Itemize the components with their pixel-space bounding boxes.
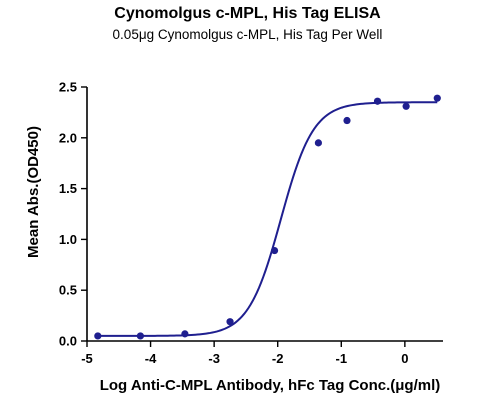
y-tick-label: 1.5 bbox=[59, 181, 77, 196]
data-point bbox=[373, 97, 382, 105]
x-tick-label: -1 bbox=[336, 351, 348, 366]
data-points bbox=[94, 94, 441, 340]
data-point bbox=[314, 139, 322, 147]
data-point bbox=[94, 332, 102, 340]
data-point bbox=[181, 330, 189, 338]
y-tick-label: 2.5 bbox=[59, 80, 77, 95]
chart-subtitle: 0.05μg Cynomolgus c-MPL, His Tag Per Wel… bbox=[112, 27, 383, 42]
data-point bbox=[270, 246, 279, 255]
x-tick-label: -5 bbox=[81, 351, 93, 366]
x-tick-label: -2 bbox=[272, 351, 284, 366]
fit-curve bbox=[97, 101, 438, 337]
x-tick-label: -4 bbox=[145, 351, 157, 366]
x-axis-label: Log Anti-C-MPL Antibody, hFc Tag Conc.(μ… bbox=[100, 377, 441, 394]
x-tick-label: -3 bbox=[208, 351, 220, 366]
data-point bbox=[433, 94, 441, 102]
data-point bbox=[226, 318, 234, 326]
y-tick-label: 0.5 bbox=[59, 283, 77, 298]
y-tick-label: 0.0 bbox=[59, 334, 77, 349]
axes: -5 -4 -3 -2 -1 0 0.0 0.5 1.0 1.5 2.0 2.5 bbox=[59, 80, 443, 366]
fit-curve-line bbox=[97, 101, 438, 337]
y-tick-label: 2.0 bbox=[59, 130, 77, 145]
x-tick-label: 0 bbox=[401, 351, 408, 366]
data-point bbox=[343, 116, 351, 125]
data-point bbox=[136, 332, 144, 340]
data-point bbox=[402, 102, 410, 110]
y-tick-label: 1.0 bbox=[59, 232, 77, 247]
y-axis-label: Mean Abs.(OD450) bbox=[25, 126, 42, 258]
chart-title: Cynomolgus c-MPL, His Tag ELISA bbox=[114, 5, 381, 22]
